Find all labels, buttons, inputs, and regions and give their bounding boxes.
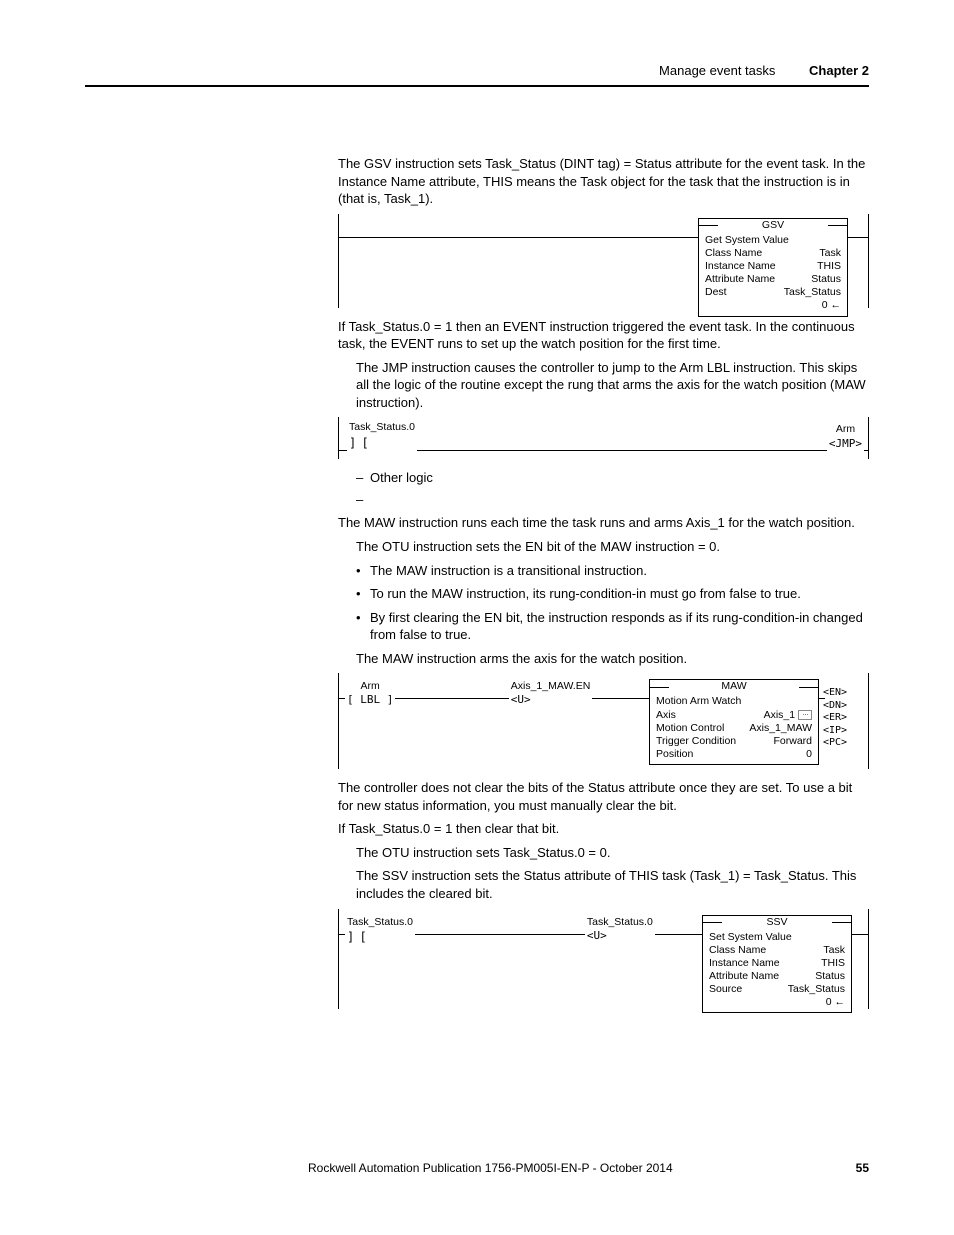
paragraph: If Task_Status.0 = 1 then clear that bit… bbox=[338, 820, 869, 838]
inst-field: Motion Arm Watch bbox=[656, 695, 741, 708]
inst-value: THIS bbox=[817, 260, 841, 273]
rail-wire bbox=[417, 441, 827, 451]
ladder-diagram-jmp: Task_Status.0 ] [ Arm <JMP> bbox=[338, 417, 869, 459]
page-header: Manage event tasks Chapter 2 bbox=[659, 63, 869, 78]
inst-value: Task bbox=[819, 247, 841, 260]
rail-wire bbox=[592, 673, 649, 699]
jmp-icon: <JMP> bbox=[829, 437, 862, 450]
inst-value: Status bbox=[811, 273, 841, 286]
inst-title: GSV bbox=[699, 219, 847, 232]
inst-field: Get System Value bbox=[705, 234, 789, 247]
coil-label: Task_Status.0 bbox=[587, 915, 653, 929]
paragraph: The MAW instruction arms the axis for th… bbox=[356, 650, 869, 668]
inst-value: THIS bbox=[821, 957, 845, 970]
inst-value: 0 bbox=[822, 299, 828, 311]
empty-dash bbox=[356, 491, 869, 509]
inst-field: Dest bbox=[705, 286, 727, 299]
inst-value: Task_Status bbox=[784, 286, 841, 299]
inst-value: Forward bbox=[773, 735, 812, 748]
inst-field: Motion Control bbox=[656, 722, 724, 735]
otu-coil: Task_Status.0 <U> bbox=[585, 909, 655, 944]
page-footer: Rockwell Automation Publication 1756-PM0… bbox=[85, 1161, 869, 1175]
ladder-diagram-gsv: GSV Get System Value Class Name Task Inst… bbox=[338, 214, 869, 308]
en-pin: <EN> bbox=[823, 687, 847, 700]
paragraph: The JMP instruction causes the controlle… bbox=[356, 359, 869, 412]
inst-field: Source bbox=[709, 983, 742, 996]
paragraph: The controller does not clear the bits o… bbox=[338, 779, 869, 814]
ip-pin: <IP> bbox=[823, 725, 847, 738]
inst-value: 0 bbox=[806, 748, 812, 761]
inst-value: Task_Status bbox=[788, 983, 845, 996]
header-section: Manage event tasks bbox=[659, 63, 775, 78]
coil-label: Arm bbox=[829, 422, 862, 436]
coil-label: Axis_1_MAW.EN bbox=[511, 679, 591, 693]
inst-value: Axis_1 bbox=[764, 709, 796, 721]
inst-title: SSV bbox=[703, 916, 851, 929]
inst-value: Task bbox=[823, 944, 845, 957]
lbl-label: Arm bbox=[347, 679, 393, 693]
jmp-coil: Arm <JMP> bbox=[827, 422, 864, 451]
inst-field: Class Name bbox=[705, 247, 762, 260]
er-pin: <ER> bbox=[823, 712, 847, 725]
contact-label: Task_Status.0 bbox=[349, 420, 415, 434]
ladder-diagram-ssv: Task_Status.0 ] [ Task_Status.0 <U> SSV … bbox=[338, 909, 869, 1009]
bullet-item: By first clearing the EN bit, the instru… bbox=[356, 609, 869, 644]
header-rule bbox=[85, 85, 869, 87]
otu-coil: Axis_1_MAW.EN <U> bbox=[509, 673, 593, 708]
status-pins: <EN> <DN> <ER> <IP> <PC> bbox=[823, 673, 847, 750]
header-chapter: Chapter 2 bbox=[809, 63, 869, 78]
contact-label: Task_Status.0 bbox=[347, 915, 413, 929]
bullet-item: The MAW instruction is a transitional in… bbox=[356, 562, 869, 580]
paragraph: The OTU instruction sets the EN bit of t… bbox=[356, 538, 869, 556]
inst-field: Attribute Name bbox=[709, 970, 779, 983]
inst-field: Instance Name bbox=[709, 957, 780, 970]
page-number: 55 bbox=[856, 1161, 869, 1175]
xic-icon: ] [ bbox=[347, 929, 366, 945]
dn-pin: <DN> bbox=[823, 700, 847, 713]
ssv-instruction-block: SSV Set System Value Class Name Task Inst… bbox=[702, 915, 852, 1014]
paragraph: The MAW instruction runs each time the t… bbox=[338, 514, 869, 532]
xic-contact: Task_Status.0 ] [ bbox=[345, 909, 415, 946]
ladder-diagram-maw: Arm [ LBL ] Axis_1_MAW.EN <U> MAW Motion… bbox=[338, 673, 869, 769]
publication-id: Rockwell Automation Publication 1756-PM0… bbox=[125, 1161, 856, 1175]
paragraph: If Task_Status.0 = 1 then an EVENT instr… bbox=[338, 318, 869, 353]
rail-wire bbox=[415, 909, 585, 935]
bullet-item: To run the MAW instruction, its rung-con… bbox=[356, 585, 869, 603]
paragraph: The GSV instruction sets Task_Status (DI… bbox=[338, 155, 869, 208]
page-content: The GSV instruction sets Task_Status (DI… bbox=[338, 155, 869, 1019]
inst-value: 0 bbox=[826, 996, 832, 1008]
rail-wire bbox=[339, 214, 698, 238]
inst-field: Class Name bbox=[709, 944, 766, 957]
gsv-instruction-block: GSV Get System Value Class Name Task Inst… bbox=[698, 218, 848, 317]
rail-wire bbox=[655, 909, 702, 935]
paragraph: The OTU instruction sets Task_Status.0 =… bbox=[356, 844, 869, 862]
lbl-instruction: Arm [ LBL ] bbox=[345, 673, 395, 708]
otu-icon: <U> bbox=[587, 929, 607, 942]
maw-instruction-block: MAW Motion Arm Watch Axis Axis_1 … Motion… bbox=[649, 679, 819, 765]
arrow-icon: ← bbox=[835, 996, 846, 1008]
rail-wire bbox=[395, 673, 508, 699]
pc-pin: <PC> bbox=[823, 737, 847, 750]
inst-value: Status bbox=[815, 970, 845, 983]
inst-field: Position bbox=[656, 748, 693, 761]
arrow-icon: ← bbox=[831, 299, 842, 311]
rail-wire bbox=[864, 441, 868, 451]
paragraph: The SSV instruction sets the Status attr… bbox=[356, 867, 869, 902]
rail-wire bbox=[848, 214, 868, 238]
inst-field: Trigger Condition bbox=[656, 735, 736, 748]
otu-icon: <U> bbox=[511, 693, 531, 706]
inst-value: Axis_1_MAW bbox=[749, 722, 812, 735]
inst-title: MAW bbox=[650, 680, 818, 693]
xic-icon: ] [ bbox=[349, 435, 368, 451]
xic-contact: Task_Status.0 ] [ bbox=[347, 420, 417, 451]
lbl-icon: [ LBL ] bbox=[347, 693, 393, 707]
inst-field: Attribute Name bbox=[705, 273, 775, 286]
rail-wire bbox=[852, 909, 868, 935]
inst-field: Axis bbox=[656, 709, 676, 722]
inst-field: Instance Name bbox=[705, 260, 776, 273]
inst-field: Set System Value bbox=[709, 931, 792, 944]
ellipsis-icon: … bbox=[798, 710, 812, 720]
other-logic-label: Other logic bbox=[356, 469, 869, 487]
rail-wire bbox=[339, 441, 347, 451]
